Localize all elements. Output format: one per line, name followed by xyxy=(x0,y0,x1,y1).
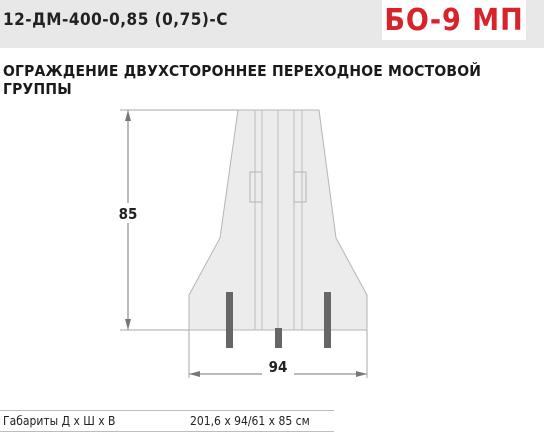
specs-value: 201,6 х 94/61 х 85 см xyxy=(190,414,310,428)
anchor-rod-right xyxy=(324,292,331,348)
barrier-drawing: 85 94 xyxy=(114,109,368,380)
height-arrow-top xyxy=(125,110,131,121)
model-badge: БО-9 МП xyxy=(382,0,526,40)
slot-right xyxy=(293,171,307,203)
width-label-bg xyxy=(262,356,294,380)
height-label: 85 xyxy=(119,205,138,223)
height-label-bg xyxy=(114,203,142,223)
specs-row: Габариты Д х Ш х В 201,6 х 94/61 х 85 см xyxy=(0,410,334,432)
width-arrow-left xyxy=(189,371,200,377)
header-edge xyxy=(526,0,544,48)
product-code: 12-ДМ-400-0,85 (0,75)-С xyxy=(3,10,228,30)
width-label: 94 xyxy=(269,358,288,376)
anchor-rod-center xyxy=(275,328,282,348)
height-arrow-bottom xyxy=(125,319,131,330)
width-arrow-right xyxy=(356,371,367,377)
slot-left xyxy=(249,171,263,203)
page-title: ОГРАЖДЕНИЕ ДВУХСТОРОННЕЕ ПЕРЕХОДНОЕ МОСТ… xyxy=(3,62,482,98)
specs-label: Габариты Д х Ш х В xyxy=(3,414,116,428)
anchor-rod-left xyxy=(226,292,233,348)
